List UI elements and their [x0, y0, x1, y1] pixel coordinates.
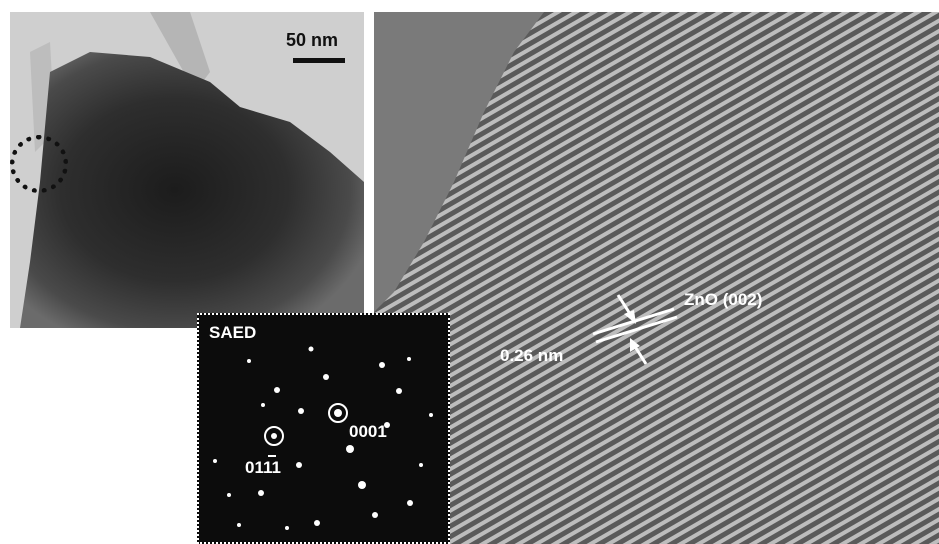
- zone-index-label-0001: 0001: [349, 422, 387, 441]
- saed-inset: SAED 0001 0111: [197, 313, 450, 544]
- tem-image-panel: 50 nm: [10, 12, 364, 328]
- d-spacing-label: 0.26 nm: [500, 346, 564, 365]
- diffraction-pattern: [213, 346, 433, 530]
- hrtem-image-panel: ZnO (002) 0.26 nm: [374, 12, 939, 544]
- lattice-fringes-image: [374, 12, 939, 544]
- region-marker-circle: [10, 135, 68, 193]
- tem-particle-image: [10, 12, 364, 328]
- scale-bar: [293, 58, 345, 63]
- saed-title: SAED: [209, 323, 257, 342]
- scale-bar-label: 50 nm: [286, 30, 339, 50]
- phase-label: ZnO (002): [684, 290, 763, 309]
- zone-index-label-0111: 0111: [245, 458, 281, 477]
